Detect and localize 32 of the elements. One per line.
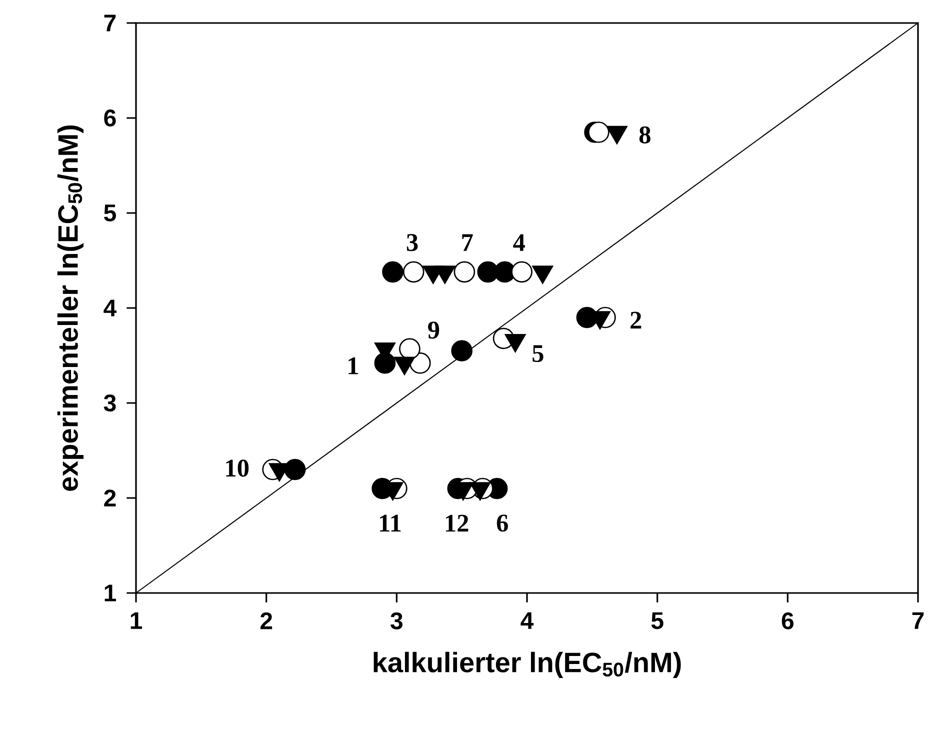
y-tick-label: 7 [104, 14, 116, 32]
annotation: 12 [446, 514, 468, 532]
x-tick-label: 5 [651, 612, 664, 630]
x-axis-title: kalkulierter ln(EC$_{50}$/nM) [374, 652, 681, 678]
annotation: 11 [380, 514, 401, 532]
y-tick-label: 2 [104, 490, 116, 506]
y-tick-label: 6 [104, 110, 116, 126]
point [588, 122, 610, 143]
y-tick-label: 3 [104, 394, 116, 412]
point [382, 261, 404, 283]
y-tick-label: 1 [104, 584, 116, 602]
x-tick-label: 2 [260, 612, 272, 630]
annotation: 4 [513, 234, 525, 251]
annotation: 3 [406, 234, 418, 252]
annotation: 1 [348, 357, 358, 374]
x-tick-label: 6 [782, 612, 794, 630]
annotation: 5 [532, 345, 544, 362]
annotation: 7 [462, 234, 473, 251]
x-tick-label: 3 [390, 612, 402, 630]
annotation: 9 [428, 322, 440, 339]
x-tick-label: 7 [912, 612, 924, 629]
x-tick-label: 1 [130, 612, 142, 629]
annotation: 6 [496, 514, 508, 532]
x-tick-label: 4 [520, 612, 534, 629]
annotation: 8 [639, 126, 650, 144]
point [284, 458, 306, 480]
point [451, 340, 473, 362]
y-tick-label: 4 [104, 300, 117, 316]
y-tick-label: 5 [104, 204, 116, 222]
y-axis-title: experimenteller ln(EC$_{50}$/nM) [57, 125, 84, 491]
annotation: 2 [630, 312, 642, 329]
annotation: 10 [226, 460, 249, 477]
